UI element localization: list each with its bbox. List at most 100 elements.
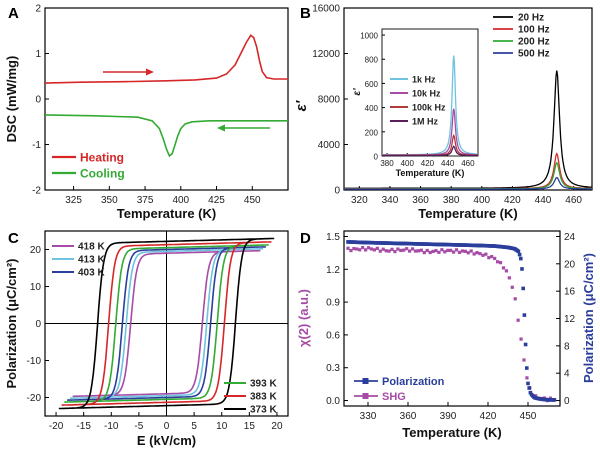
panel-c-y-tick-label: 0 bbox=[35, 319, 41, 330]
panel-d-shg-point bbox=[452, 250, 456, 254]
panel-d-shg-point bbox=[405, 247, 409, 251]
panel-d-shg-point bbox=[466, 251, 470, 255]
panel-b-inset-x-tick-label: 400 bbox=[401, 159, 415, 168]
panel-c-loop-403-k bbox=[67, 246, 266, 401]
panel-c-x-tick-label: 20 bbox=[271, 421, 283, 432]
panel-d-shg-point bbox=[355, 247, 359, 251]
panel-d-label: D bbox=[300, 230, 311, 247]
panel-c-y-tick-label: 20 bbox=[30, 245, 42, 256]
panel-d-polarization-point bbox=[522, 313, 527, 317]
panel-d-shg-point bbox=[484, 252, 488, 256]
panel-d-shg-point bbox=[496, 260, 500, 264]
panel-b-x-tick-label: 400 bbox=[473, 195, 490, 206]
panel-d-shg-point bbox=[431, 249, 435, 254]
panel-a-y-tick-label: -1 bbox=[32, 140, 41, 151]
panel-d-legend-polarization-label: Polarization bbox=[382, 376, 445, 388]
panel-b-inset-x-tick-label: 420 bbox=[421, 159, 435, 168]
panel-d-right-y-tick-label: 16 bbox=[564, 287, 576, 298]
panel-b-y-tick-label: 8000 bbox=[318, 95, 341, 106]
panel-d-x-tick-label: 390 bbox=[440, 411, 457, 422]
panel-b-x-tick-label: 340 bbox=[382, 195, 399, 206]
panel-d-shg-point bbox=[361, 245, 365, 250]
panel-b-inset-y-tick-label: 600 bbox=[365, 80, 379, 89]
panel-d-shg-point bbox=[457, 250, 462, 254]
panel-a-label: A bbox=[8, 5, 19, 22]
panel-d-polarization-point bbox=[526, 381, 530, 386]
panel-c-legend-393-k-label: 393 K bbox=[250, 379, 277, 390]
panel-d-shg-point bbox=[349, 249, 353, 253]
panel-d-shg-point bbox=[413, 249, 418, 253]
panel-d-shg-point bbox=[422, 251, 426, 255]
panel-b-legend-500-hz-label: 500 Hz bbox=[518, 49, 550, 60]
panel-d-right-y-tick-label: 24 bbox=[564, 232, 576, 243]
panel-b-x-axis-title: Temperature (K) bbox=[418, 206, 517, 221]
panel-d-shg-point bbox=[399, 248, 403, 253]
panel-c-x-tick-label: -20 bbox=[49, 421, 64, 432]
panel-d-shg-point bbox=[504, 269, 508, 273]
panel-d-shg-point bbox=[402, 248, 406, 252]
panel-d-shg-point bbox=[384, 249, 388, 253]
panel-a-x-tick-label: 425 bbox=[208, 195, 225, 206]
panel-d-shg-point bbox=[510, 285, 514, 289]
panel-b-inset-y-tick-label: 400 bbox=[365, 104, 379, 113]
panel-d-shg-point bbox=[396, 247, 400, 251]
panel-d-y-axis-title-right: Polarization (μC/cm²) bbox=[581, 253, 596, 383]
panel-c-loop-373-k bbox=[58, 237, 275, 410]
panel-d-shg-point bbox=[463, 249, 467, 253]
panel-d-shg-point bbox=[525, 376, 529, 380]
panel-a-x-tick-label: 325 bbox=[65, 195, 82, 206]
panel-c-y-tick-label: -10 bbox=[27, 356, 42, 367]
panel-d-shg-point bbox=[381, 247, 385, 251]
panel-b-legend-20-hz-label: 20 Hz bbox=[518, 13, 544, 24]
panel-d-shg-point bbox=[443, 250, 447, 254]
panel-c-x-tick-label: -15 bbox=[76, 421, 91, 432]
panel-b-inset-y-tick-label: 200 bbox=[365, 128, 379, 137]
panel-b-label: B bbox=[300, 5, 311, 22]
panel-d-plot-frame bbox=[343, 230, 561, 407]
panel-d-shg-point bbox=[472, 252, 476, 256]
panel-d-shg-point bbox=[366, 246, 371, 250]
panel-d-y-tick-label: 0.6 bbox=[326, 330, 340, 341]
panel-a-x-tick-label: 350 bbox=[101, 195, 118, 206]
panel-d-shg-point bbox=[513, 297, 517, 301]
panel-b-x-tick-label: 440 bbox=[535, 195, 552, 206]
panel-d-shg-point bbox=[454, 248, 459, 252]
panel-a-y-axis-title: DSC (mW/mg) bbox=[4, 56, 19, 143]
panel-c-y-tick-label: 10 bbox=[30, 282, 42, 293]
panel-c-loop-383-k bbox=[61, 241, 272, 406]
panel-d-shg-point bbox=[410, 247, 415, 251]
panel-b-y-tick-label: 12000 bbox=[312, 49, 340, 60]
panel-b-series-500-hz-line bbox=[344, 176, 592, 190]
panel-d-shg-point bbox=[364, 248, 368, 252]
panel-d-shg-point bbox=[425, 248, 429, 253]
panel-b-inset-legend-10k-hz-label: 10k Hz bbox=[412, 89, 441, 99]
panel-d-shg-point bbox=[487, 256, 491, 260]
panel-d-polarization-point bbox=[519, 256, 523, 261]
panel-b-y-tick-label: 0 bbox=[334, 186, 340, 197]
panel-b-inset-x-tick-label: 380 bbox=[380, 159, 394, 168]
panel-b-y-tick-label: 16000 bbox=[312, 4, 340, 15]
panel-d-shg-point bbox=[416, 249, 420, 253]
panel-a-cooling-arrow-head bbox=[217, 124, 225, 132]
panel-d-shg-point bbox=[522, 358, 526, 362]
panel-d-polarization-point bbox=[527, 386, 531, 390]
panel-d-right-y-tick-label: 0 bbox=[564, 396, 570, 407]
panel-d-shg-point bbox=[352, 247, 356, 251]
panel-d-shg-point bbox=[419, 248, 423, 252]
panel-d-right-y-tick-label: 12 bbox=[564, 314, 576, 325]
panel-d-polarization-point bbox=[525, 366, 529, 370]
panel-c-legend-373-k-label: 373 K bbox=[250, 405, 277, 416]
panel-d-shg-point bbox=[478, 252, 482, 256]
panel-c-legend-418-k-label: 418 K bbox=[78, 242, 105, 253]
panel-c-loop-393-k bbox=[64, 244, 269, 403]
panel-a-y-tick-label: 1 bbox=[35, 49, 41, 60]
panel-d-y-axis-title-left: χ(2) (a.u.) bbox=[296, 289, 311, 347]
panel-d-shg-point bbox=[519, 337, 523, 341]
panel-a-x-tick-label: 400 bbox=[172, 195, 189, 206]
panel-b-inset-y-axis-title: ε' bbox=[352, 88, 363, 96]
panel-d-shg-point bbox=[378, 249, 382, 253]
panel-d-shg-point bbox=[428, 250, 432, 255]
panel-a: A 325 350 375 400 425 450 -2 -1 0 1 2 Temperature (K… bbox=[4, 4, 289, 221]
panel-a-y-tick-label: -2 bbox=[32, 186, 41, 197]
panel-c-x-tick-label: 10 bbox=[216, 421, 228, 432]
